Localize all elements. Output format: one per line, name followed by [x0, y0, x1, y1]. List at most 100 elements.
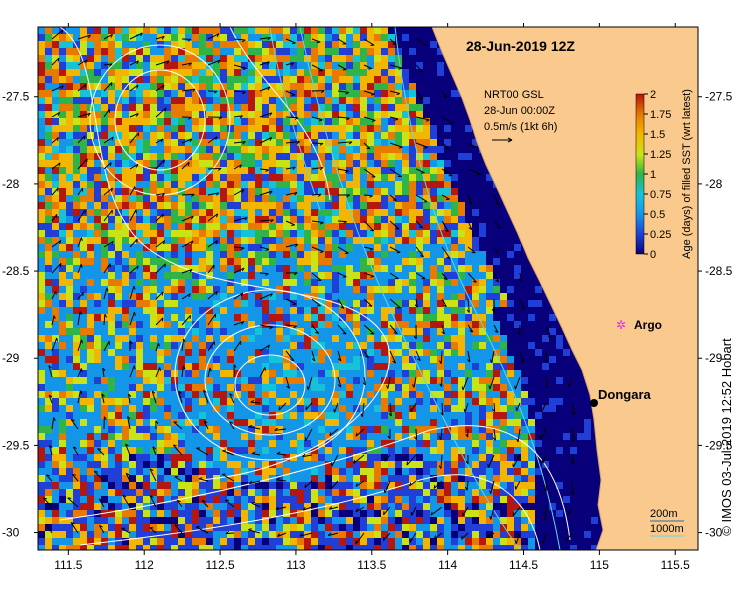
sst-cell: [115, 69, 122, 76]
sst-cell: [122, 335, 129, 342]
sst-cell: [101, 356, 108, 363]
sst-cell: [290, 398, 297, 405]
plot-area: [38, 27, 698, 550]
sst-cell: [318, 342, 325, 349]
sst-cell: [199, 76, 206, 83]
sst-cell: [45, 272, 52, 279]
sst-cell: [185, 251, 192, 258]
sst-cell: [101, 279, 108, 286]
sst-cell: [360, 216, 367, 223]
sst-cell: [122, 55, 129, 62]
sst-cell: [360, 111, 367, 118]
sst-cell: [549, 384, 556, 391]
sst-cell: [269, 342, 276, 349]
sst-cell: [318, 55, 325, 62]
sst-cell: [115, 125, 122, 132]
sst-cell: [227, 118, 234, 125]
sst-cell: [577, 391, 584, 398]
sst-cell: [423, 307, 430, 314]
sst-cell: [157, 447, 164, 454]
sst-cell: [458, 503, 465, 510]
sst-cell: [486, 454, 493, 461]
sst-cell: [444, 76, 451, 83]
sst-cell: [59, 370, 66, 377]
sst-cell: [381, 69, 388, 76]
sst-cell: [87, 139, 94, 146]
sst-cell: [416, 125, 423, 132]
sst-cell: [297, 118, 304, 125]
sst-cell: [339, 181, 346, 188]
sst-cell: [87, 97, 94, 104]
sst-cell: [437, 125, 444, 132]
sst-cell: [241, 286, 248, 293]
sst-cell: [381, 209, 388, 216]
sst-cell: [437, 454, 444, 461]
sst-cell: [94, 258, 101, 265]
sst-cell: [185, 433, 192, 440]
sst-cell: [374, 216, 381, 223]
sst-cell: [150, 90, 157, 97]
sst-cell: [367, 489, 374, 496]
sst-cell: [136, 146, 143, 153]
sst-cell: [129, 496, 136, 503]
sst-cell: [507, 503, 514, 510]
sst-cell: [402, 426, 409, 433]
sst-cell: [388, 223, 395, 230]
sst-cell: [290, 412, 297, 419]
sst-cell: [122, 517, 129, 524]
sst-cell: [472, 496, 479, 503]
sst-cell: [150, 307, 157, 314]
sst-cell: [234, 258, 241, 265]
sst-cell: [248, 202, 255, 209]
sst-cell: [143, 118, 150, 125]
sst-cell: [101, 328, 108, 335]
sst-cell: [290, 321, 297, 328]
sst-cell: [409, 209, 416, 216]
sst-cell: [297, 412, 304, 419]
sst-cell: [409, 125, 416, 132]
sst-cell: [367, 27, 374, 34]
sst-cell: [304, 468, 311, 475]
sst-cell: [157, 216, 164, 223]
sst-cell: [73, 307, 80, 314]
sst-cell: [164, 286, 171, 293]
sst-cell: [563, 440, 570, 447]
sst-cell: [129, 405, 136, 412]
sst-cell: [367, 195, 374, 202]
sst-cell: [143, 398, 150, 405]
sst-cell: [255, 223, 262, 230]
sst-cell: [388, 265, 395, 272]
sst-cell: [157, 27, 164, 34]
sst-cell: [157, 125, 164, 132]
sst-cell: [178, 153, 185, 160]
sst-cell: [66, 230, 73, 237]
sst-cell: [157, 363, 164, 370]
sst-cell: [101, 384, 108, 391]
sst-cell: [185, 111, 192, 118]
sst-cell: [59, 363, 66, 370]
sst-cell: [577, 419, 584, 426]
sst-cell: [248, 97, 255, 104]
sst-cell: [171, 139, 178, 146]
sst-cell: [52, 76, 59, 83]
sst-cell: [129, 146, 136, 153]
sst-cell: [101, 482, 108, 489]
sst-cell: [507, 286, 514, 293]
sst-cell: [318, 209, 325, 216]
sst-cell: [73, 244, 80, 251]
sst-cell: [500, 370, 507, 377]
sst-cell: [395, 104, 402, 111]
sst-cell: [374, 237, 381, 244]
sst-cell: [220, 202, 227, 209]
sst-cell: [493, 349, 500, 356]
sst-cell: [171, 314, 178, 321]
sst-cell: [297, 139, 304, 146]
sst-cell: [332, 104, 339, 111]
sst-cell: [227, 139, 234, 146]
sst-cell: [591, 440, 598, 447]
sst-cell: [136, 440, 143, 447]
sst-cell: [416, 328, 423, 335]
sst-cell: [94, 286, 101, 293]
sst-cell: [192, 475, 199, 482]
sst-cell: [108, 244, 115, 251]
